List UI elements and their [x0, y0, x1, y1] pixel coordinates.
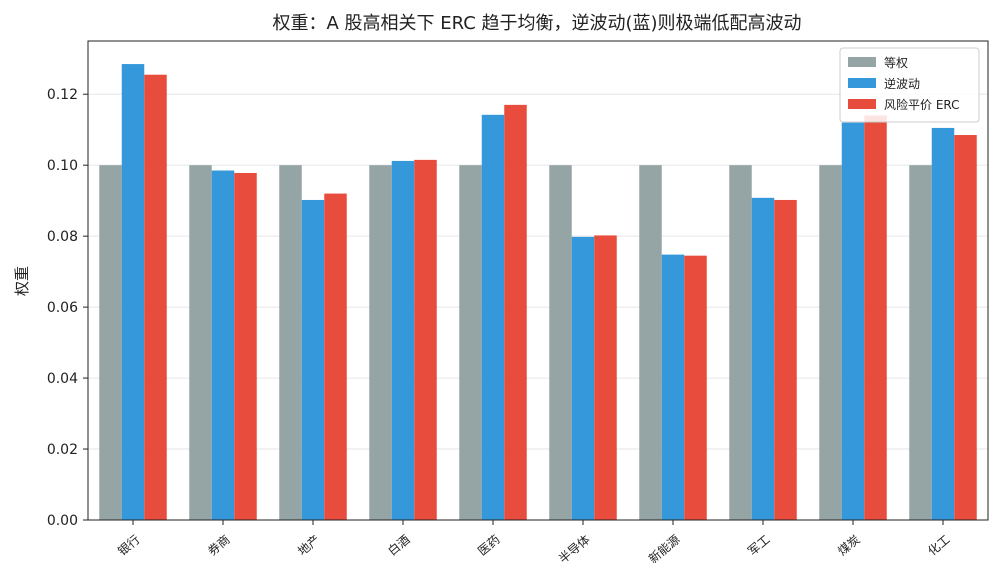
bar — [279, 165, 302, 520]
y-tick-label: 0.08 — [47, 229, 78, 245]
bar — [99, 165, 122, 520]
bar — [639, 165, 662, 520]
bar — [864, 115, 887, 520]
legend-swatch — [848, 78, 876, 88]
bar — [189, 165, 212, 520]
bar — [931, 127, 955, 520]
chart-title: 权重：A 股高相关下 ERC 趋于均衡，逆波动(蓝)则极端低配高波动 — [272, 13, 801, 34]
bar — [954, 135, 977, 520]
bar — [481, 114, 505, 520]
bar — [211, 170, 235, 521]
bar — [301, 199, 325, 520]
bars-layer — [99, 64, 977, 521]
y-tick-label: 0.02 — [47, 442, 78, 458]
bar — [504, 104, 527, 520]
plot-frame — [87, 40, 989, 521]
legend-label: 风险平价 ERC — [884, 97, 960, 112]
legend-swatch — [848, 99, 876, 109]
y-tick-label: 0.10 — [47, 158, 78, 174]
bar — [594, 235, 617, 520]
bar — [549, 165, 572, 520]
bar — [121, 64, 145, 521]
y-tick-label: 0.04 — [47, 371, 78, 387]
bar — [234, 172, 257, 521]
bar — [414, 159, 437, 520]
bar — [751, 197, 775, 520]
y-axis-label: 权重 — [13, 266, 31, 296]
bar — [459, 165, 482, 520]
bar — [324, 193, 347, 520]
bar — [571, 236, 595, 520]
bar — [819, 165, 842, 520]
y-tick-label: 0.12 — [47, 87, 78, 103]
y-tick-label: 0.06 — [47, 300, 78, 316]
bar — [774, 199, 797, 520]
bar — [661, 254, 685, 521]
bar — [684, 255, 707, 520]
y-tick-label: 0.00 — [47, 513, 78, 529]
bar — [841, 122, 865, 520]
bar — [729, 165, 752, 520]
bar — [391, 160, 415, 520]
legend-label: 逆波动 — [884, 76, 920, 91]
legend-label: 等权 — [884, 56, 908, 70]
legend-swatch — [848, 57, 876, 67]
bar — [144, 74, 167, 521]
bar — [369, 165, 392, 520]
bar — [909, 165, 932, 520]
